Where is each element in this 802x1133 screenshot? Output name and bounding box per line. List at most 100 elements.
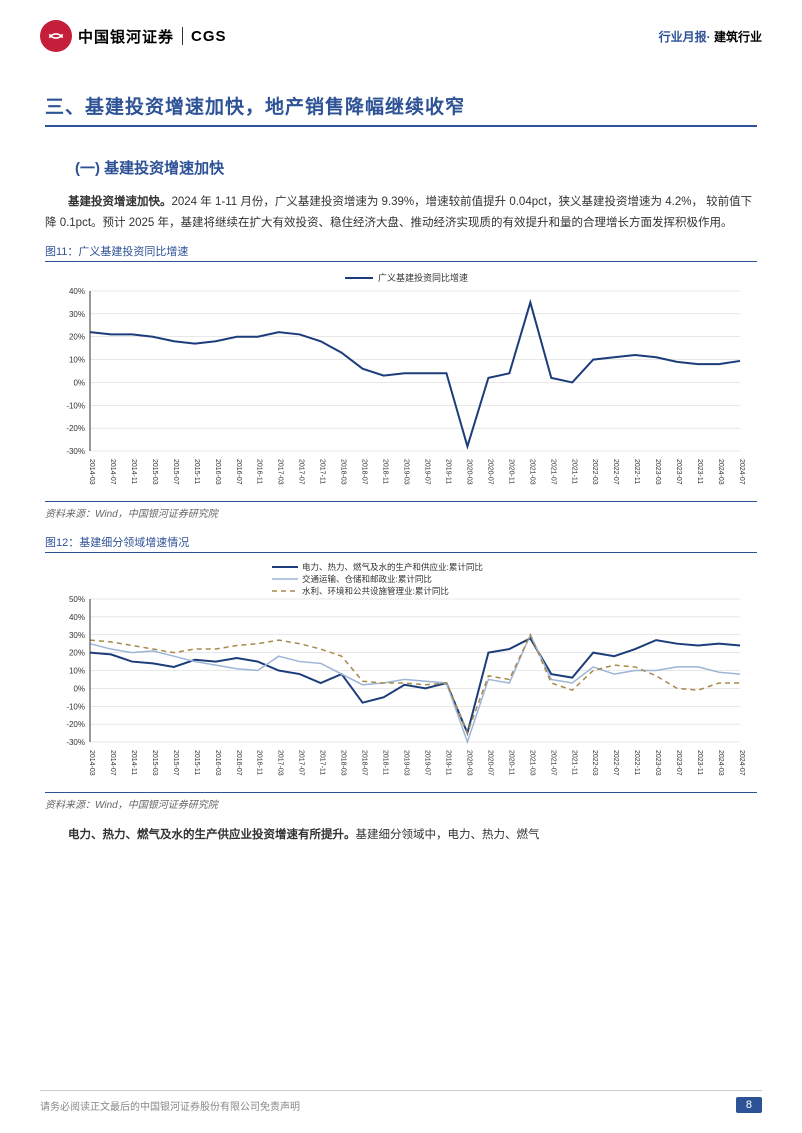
svg-text:2021-11: 2021-11: [570, 459, 577, 484]
svg-text:2020-03: 2020-03: [465, 750, 472, 776]
svg-text:40%: 40%: [69, 287, 85, 296]
section-number: 三、: [45, 97, 85, 118]
disclaimer-text: 请务必阅读正文最后的中国银河证券股份有限公司免责声明: [40, 1098, 300, 1113]
svg-text:2023-03: 2023-03: [654, 750, 661, 776]
company-name-cn: 中国银河证券: [78, 26, 174, 47]
section-title-underline: [45, 125, 757, 127]
page-number: 8: [736, 1097, 762, 1113]
svg-text:2021-11: 2021-11: [570, 750, 577, 775]
svg-text:2019-11: 2019-11: [444, 750, 451, 775]
svg-text:2015-11: 2015-11: [193, 750, 200, 775]
svg-text:2015-03: 2015-03: [151, 459, 158, 485]
svg-text:广义基建投资同比增速: 广义基建投资同比增速: [378, 272, 468, 283]
svg-text:2018-03: 2018-03: [340, 750, 347, 776]
svg-text:2021-03: 2021-03: [528, 750, 535, 776]
svg-text:2015-07: 2015-07: [172, 459, 179, 485]
svg-text:0%: 0%: [73, 379, 85, 388]
svg-text:2022-03: 2022-03: [591, 750, 598, 776]
page-footer: 请务必阅读正文最后的中国银河证券股份有限公司免责声明 8: [0, 1090, 802, 1113]
svg-text:2014-11: 2014-11: [130, 459, 137, 484]
svg-text:2019-03: 2019-03: [403, 750, 410, 776]
svg-text:2017-11: 2017-11: [319, 750, 326, 775]
svg-text:2023-03: 2023-03: [654, 459, 661, 485]
svg-text:0%: 0%: [73, 685, 85, 694]
logo-divider: [182, 27, 183, 45]
svg-text:2014-03: 2014-03: [88, 459, 95, 485]
subsection-number: (一): [75, 160, 100, 177]
svg-text:-10%: -10%: [66, 702, 85, 711]
svg-text:2019-03: 2019-03: [403, 459, 410, 485]
svg-text:2014-03: 2014-03: [88, 750, 95, 776]
logo-icon: [40, 20, 72, 52]
svg-text:2014-07: 2014-07: [109, 459, 116, 485]
page-header: 中国银河证券 CGS 行业月报· 建筑行业: [0, 0, 802, 62]
svg-text:2018-07: 2018-07: [361, 459, 368, 485]
svg-text:30%: 30%: [69, 310, 85, 319]
svg-text:2018-03: 2018-03: [340, 459, 347, 485]
paragraph-2: 电力、热力、燃气及水的生产供应业投资增速有所提升。基建细分领域中，电力、热力、燃…: [45, 825, 757, 847]
report-type: 行业月报: [659, 30, 707, 44]
svg-text:2017-07: 2017-07: [298, 750, 305, 776]
header-category: 行业月报· 建筑行业: [659, 28, 762, 45]
svg-text:2024-03: 2024-03: [717, 459, 724, 485]
chart12-source: 资料来源：Wind，中国银河证券研究院: [45, 796, 757, 811]
chart11-svg: -30%-20%-10%0%10%20%30%40%2014-032014-07…: [45, 266, 755, 501]
svg-text:2018-11: 2018-11: [382, 459, 389, 484]
chart11-container: -30%-20%-10%0%10%20%30%40%2014-032014-07…: [45, 266, 757, 501]
svg-text:2019-07: 2019-07: [423, 459, 430, 485]
svg-text:2014-07: 2014-07: [109, 750, 116, 776]
industry: 建筑行业: [714, 30, 762, 44]
svg-text:2022-11: 2022-11: [633, 750, 640, 775]
svg-text:2021-07: 2021-07: [549, 459, 556, 485]
svg-text:2024-07: 2024-07: [738, 750, 745, 776]
svg-text:-20%: -20%: [66, 424, 85, 433]
svg-text:2021-07: 2021-07: [549, 750, 556, 776]
svg-text:2020-03: 2020-03: [465, 459, 472, 485]
svg-text:2018-07: 2018-07: [361, 750, 368, 776]
svg-text:2022-07: 2022-07: [612, 750, 619, 776]
svg-text:交通运输、仓储和邮政业:累计同比: 交通运输、仓储和邮政业:累计同比: [302, 574, 432, 584]
svg-text:电力、热力、燃气及水的生产和供应业:累计同比: 电力、热力、燃气及水的生产和供应业:累计同比: [302, 562, 483, 572]
svg-text:2017-07: 2017-07: [298, 459, 305, 485]
svg-text:2016-07: 2016-07: [235, 459, 242, 485]
chart11-label-line: [45, 261, 757, 262]
svg-text:2018-11: 2018-11: [382, 750, 389, 775]
svg-text:2017-03: 2017-03: [277, 750, 284, 776]
svg-text:水利、环境和公共设施管理业:累计同比: 水利、环境和公共设施管理业:累计同比: [302, 586, 449, 596]
svg-text:-20%: -20%: [66, 720, 85, 729]
para2-bold: 电力、热力、燃气及水的生产供应业投资增速有所提升。: [68, 829, 356, 841]
svg-text:2017-11: 2017-11: [319, 459, 326, 484]
chart11-source: 资料来源：Wind，中国银河证券研究院: [45, 505, 757, 520]
svg-text:40%: 40%: [69, 613, 85, 622]
svg-text:2015-11: 2015-11: [193, 459, 200, 484]
subsection-title-text: 基建投资增速加快: [104, 160, 224, 177]
svg-text:2020-11: 2020-11: [507, 750, 514, 775]
svg-text:2023-07: 2023-07: [675, 459, 682, 485]
chart12-svg: -30%-20%-10%0%10%20%30%40%50%2014-032014…: [45, 557, 755, 792]
svg-text:20%: 20%: [69, 333, 85, 342]
svg-text:-30%: -30%: [66, 738, 85, 747]
company-name-en: CGS: [191, 28, 227, 45]
svg-text:2016-03: 2016-03: [214, 750, 221, 776]
svg-text:2020-11: 2020-11: [507, 459, 514, 484]
logo-block: 中国银河证券 CGS: [40, 20, 227, 52]
svg-text:2023-11: 2023-11: [696, 750, 703, 775]
svg-text:2016-11: 2016-11: [256, 750, 263, 775]
chart12-container: -30%-20%-10%0%10%20%30%40%50%2014-032014…: [45, 557, 757, 792]
svg-text:10%: 10%: [69, 356, 85, 365]
svg-text:2015-03: 2015-03: [151, 750, 158, 776]
chart11-label: 图11：广义基建投资同比增速: [45, 243, 757, 259]
svg-text:2020-07: 2020-07: [486, 459, 493, 485]
svg-text:2016-11: 2016-11: [256, 459, 263, 484]
svg-text:2015-07: 2015-07: [172, 750, 179, 776]
chart12-label: 图12：基建细分领域增速情况: [45, 534, 757, 550]
chart12-label-line: [45, 552, 757, 553]
chart12-source-line: [45, 792, 757, 793]
svg-text:2022-03: 2022-03: [591, 459, 598, 485]
para1-bold: 基建投资增速加快。: [68, 196, 172, 208]
svg-text:2017-03: 2017-03: [277, 459, 284, 485]
svg-text:-30%: -30%: [66, 447, 85, 456]
svg-text:50%: 50%: [69, 595, 85, 604]
svg-text:2023-07: 2023-07: [675, 750, 682, 776]
svg-text:2024-03: 2024-03: [717, 750, 724, 776]
